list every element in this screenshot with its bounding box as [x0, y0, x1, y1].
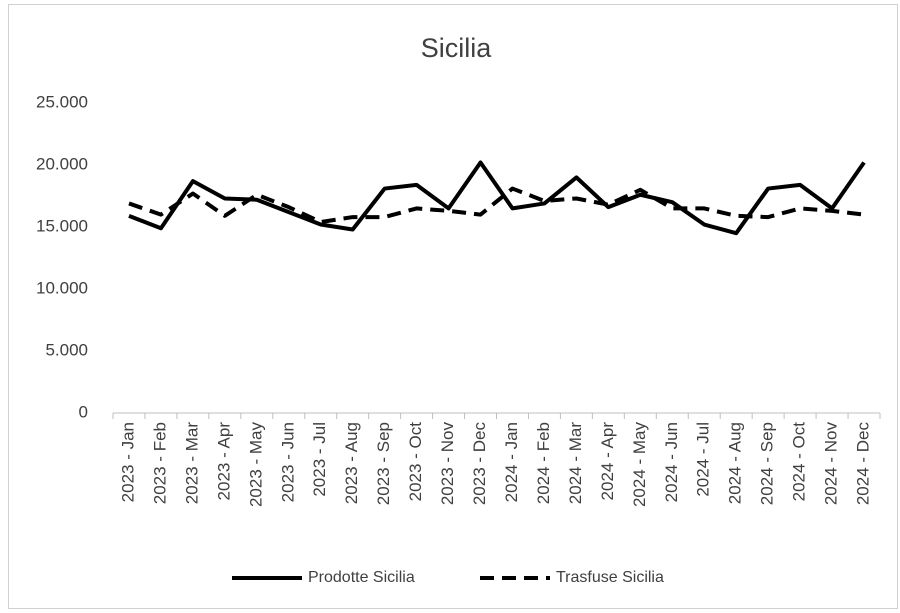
- x-tick-label: 2023 - May: [246, 422, 265, 508]
- y-tick-label: 20.000: [36, 154, 88, 173]
- y-tick-label: 0: [79, 402, 88, 421]
- x-tick-label: 2023 - Sep: [374, 422, 393, 505]
- legend-label: Trasfuse Sicilia: [556, 569, 664, 586]
- x-tick-label: 2023 - Jan: [118, 422, 137, 502]
- x-tick-label: 2024 - Feb: [534, 422, 553, 504]
- series-line: [128, 186, 865, 225]
- x-tick-label: 2023 - Nov: [438, 422, 457, 506]
- x-tick-label: 2024 - Mar: [566, 422, 585, 505]
- x-tick-label: 2024 - Oct: [790, 422, 809, 502]
- x-tick-label: 2024 - Apr: [598, 422, 617, 501]
- x-tick-label: 2023 - Aug: [342, 422, 361, 504]
- x-tick-label: 2024 - Jun: [662, 422, 681, 502]
- x-tick-label: 2024 - May: [630, 422, 649, 508]
- y-tick-label: 25.000: [36, 92, 88, 111]
- y-tick-label: 10.000: [36, 278, 88, 297]
- x-tick-label: 2023 - Jun: [278, 422, 297, 502]
- x-tick-label: 2023 - Oct: [406, 422, 425, 502]
- x-tick-label: 2024 - Dec: [854, 422, 873, 506]
- y-tick-label: 5.000: [45, 340, 88, 359]
- x-tick-label: 2023 - Dec: [470, 422, 489, 506]
- x-tick-label: 2024 - Jan: [502, 422, 521, 502]
- x-tick-label: 2023 - Feb: [150, 422, 169, 504]
- x-tick-label: 2024 - Nov: [822, 422, 841, 506]
- x-tick-label: 2023 - Jul: [310, 422, 329, 497]
- x-tick-label: 2023 - Apr: [214, 422, 233, 501]
- chart-title: Sicilia: [421, 33, 493, 63]
- x-tick-label: 2024 - Sep: [758, 422, 777, 505]
- y-tick-label: 15.000: [36, 216, 88, 235]
- legend-label: Prodotte Sicilia: [308, 569, 415, 586]
- x-tick-label: 2024 - Jul: [694, 422, 713, 497]
- chart-frame: [8, 4, 898, 609]
- x-tick-label: 2024 - Aug: [726, 422, 745, 504]
- x-tick-label: 2023 - Mar: [182, 422, 201, 505]
